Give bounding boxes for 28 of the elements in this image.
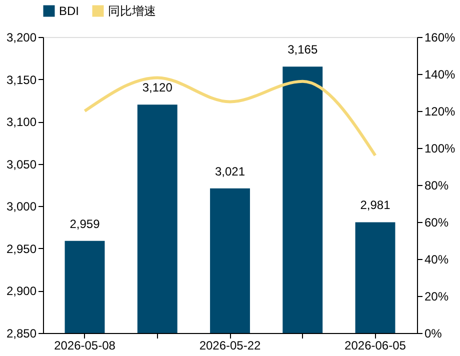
y2-tick-label: 120%: [424, 104, 456, 118]
data-label: 2,981: [360, 198, 391, 212]
y-tick-label: 3,000: [6, 200, 37, 214]
y-tick-label: 3,200: [6, 30, 37, 44]
x-tick-label: 2026-05-08: [54, 338, 116, 352]
x-tick-label: 2026-06-05: [344, 338, 406, 352]
y2-tick-label: 20%: [424, 290, 449, 304]
data-label: 3,120: [142, 80, 173, 95]
y2-tick-label: 0%: [424, 326, 442, 340]
x-tick-label: 2026-05-22: [199, 338, 262, 352]
y-tick-label: 3,150: [6, 72, 37, 87]
data-label: 3,021: [214, 164, 246, 178]
y-tick-label: 3,100: [6, 115, 37, 130]
legend-label: 同比增速: [108, 4, 156, 18]
y-tick-label: 2,900: [6, 284, 37, 298]
data-label: 2,959: [70, 216, 100, 231]
y2-tick-label: 60%: [424, 216, 449, 230]
legend-label: BDI: [59, 4, 80, 18]
y2-tick-label: 40%: [424, 252, 449, 266]
y2-tick-label: 80%: [424, 178, 449, 192]
y2-tick-label: 160%: [424, 30, 456, 44]
data-label: 3,165: [288, 42, 318, 57]
y-tick-label: 2,850: [6, 326, 37, 340]
y2-tick-label: 140%: [424, 68, 456, 82]
y2-tick-label: 100%: [424, 142, 456, 156]
y-tick-label: 2,950: [6, 242, 37, 256]
y-tick-label: 3,050: [6, 157, 37, 172]
line-series: [83, 76, 377, 157]
